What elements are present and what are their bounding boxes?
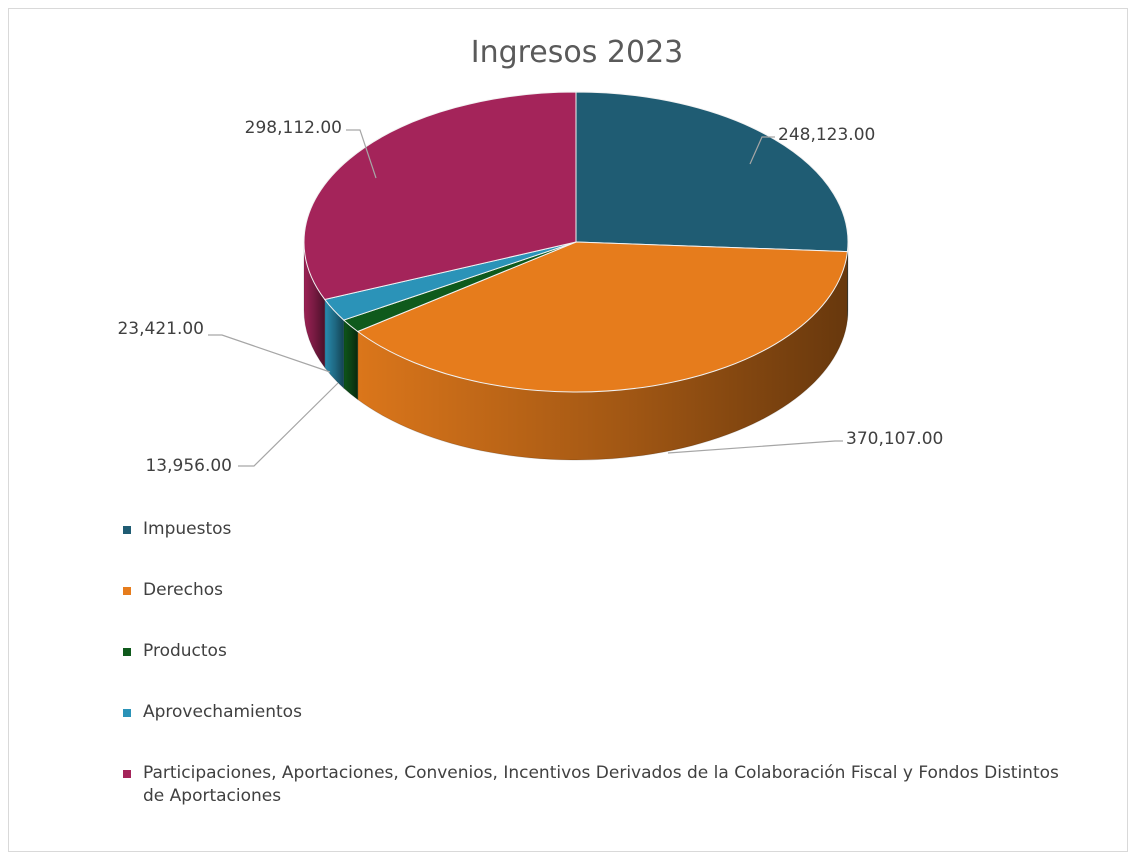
slice-side-participaciones-aportaciones-convenios-i-shade: [304, 242, 325, 368]
leader-lines: [208, 129, 843, 467]
pie-slices: [303, 91, 849, 393]
leader-line-productos: [238, 382, 339, 467]
legend-item-participaciones-aportaciones-convenios-i: Participaciones, Aportaciones, Convenios…: [123, 762, 1083, 808]
leader-line-impuestos: [749, 136, 775, 165]
slice-side-impuestos-shade: [847, 242, 848, 320]
legend-label: Productos: [143, 641, 227, 661]
data-label-impuestos: 248,123.00: [778, 125, 875, 145]
legend-item-derechos: Derechos: [123, 579, 1083, 602]
leader-line-participaciones-aportaciones-convenios-i: [346, 129, 377, 179]
slice-derechos: [356, 241, 849, 393]
data-label-aprovechamientos: 23,421.00: [117, 319, 204, 339]
legend-swatch: [123, 770, 131, 778]
slice-side-derechos-shade: [357, 251, 848, 460]
slice-participaciones-aportaciones-convenios-i: [303, 91, 577, 301]
legend-label: Derechos: [143, 580, 224, 600]
legend-item-impuestos: Impuestos: [123, 518, 1083, 541]
legend-label: Impuestos: [143, 519, 232, 539]
legend-swatch: [123, 587, 131, 595]
legend-swatch: [123, 526, 131, 534]
legend-item-aprovechamientos: Aprovechamientos: [123, 701, 1083, 724]
slice-side-aprovechamientos-shade: [324, 299, 344, 389]
data-label-productos: 13,956.00: [145, 456, 232, 476]
chart-title: Ingresos 2023: [471, 35, 684, 70]
slice-impuestos: [575, 91, 849, 253]
legend-label: Participaciones, Aportaciones, Convenios…: [143, 763, 1059, 806]
data-label-participaciones-aportaciones-convenios-i: 298,112.00: [245, 118, 342, 138]
legend-item-productos: Productos: [123, 640, 1083, 663]
legend-swatch: [123, 709, 131, 717]
legend-swatch: [123, 648, 131, 656]
data-label-derechos: 370,107.00: [846, 429, 943, 449]
legend-label: Aprovechamientos: [143, 702, 302, 722]
legend: Impuestos Derechos Productos Aprovechamient…: [123, 518, 1083, 808]
leader-line-aprovechamientos: [208, 334, 331, 373]
slice-side-productos-shade: [343, 320, 358, 400]
data-labels: 248,123.00 370,107.00 13,956.00 23,421.00 29…: [117, 118, 943, 476]
leader-line-derechos: [667, 440, 843, 454]
